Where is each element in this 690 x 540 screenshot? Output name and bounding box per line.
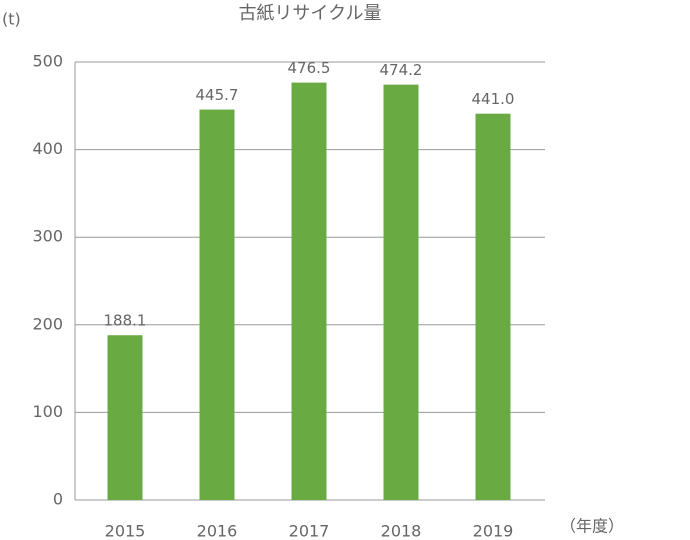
- x-tick-label: 2016: [197, 522, 238, 540]
- x-tick-label: 2017: [289, 522, 330, 540]
- bar: [291, 82, 327, 500]
- x-tick-label: 2018: [381, 522, 422, 540]
- y-axis-label: (t): [2, 10, 21, 29]
- y-tick-label: 300: [32, 227, 63, 246]
- value-label: 474.2: [380, 61, 423, 79]
- bar: [107, 335, 143, 500]
- value-label: 441.0: [472, 90, 515, 108]
- bar: [199, 109, 235, 500]
- bar: [475, 113, 511, 501]
- y-tick-label: 0: [53, 490, 63, 509]
- value-label: 445.7: [196, 86, 239, 104]
- x-tick-label: 2019: [473, 522, 514, 540]
- y-tick-label: 500: [32, 52, 63, 71]
- value-label: 188.1: [104, 312, 147, 330]
- x-tick-label: 2015: [105, 522, 146, 540]
- y-tick-label: 400: [32, 139, 63, 158]
- y-tick-label: 100: [32, 402, 63, 421]
- value-label: 476.5: [288, 59, 331, 77]
- bar: [383, 84, 419, 500]
- y-tick-label: 200: [32, 314, 63, 333]
- x-axis-label: （年度）: [560, 517, 624, 536]
- chart-title: 古紙リサイクル量: [238, 3, 381, 24]
